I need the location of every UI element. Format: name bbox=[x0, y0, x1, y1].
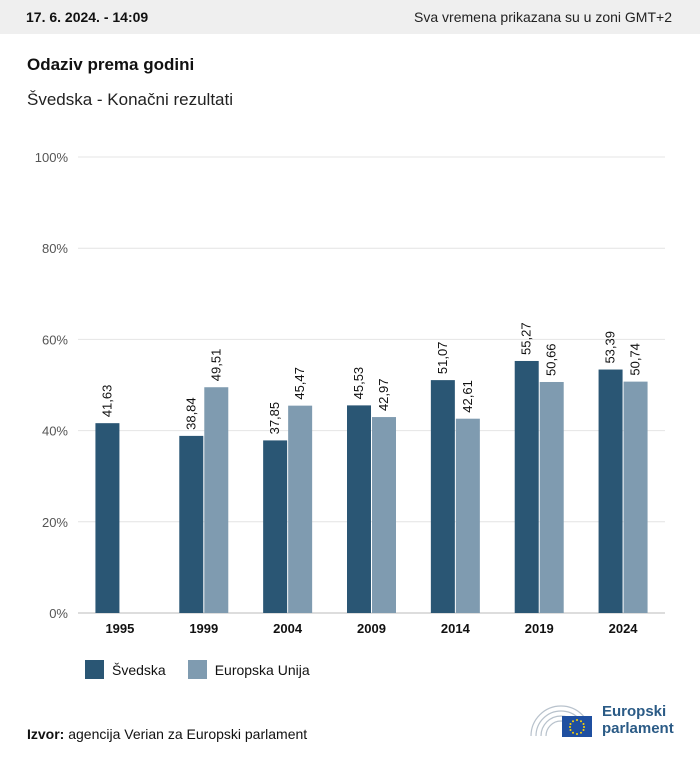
data-label: 37,85 bbox=[267, 402, 282, 435]
x-tick-label: 2009 bbox=[357, 621, 386, 636]
logo-line-2: parlament bbox=[602, 720, 674, 737]
data-label: 41,63 bbox=[99, 385, 114, 418]
parliament-hemicycle-icon bbox=[530, 705, 592, 737]
timezone-note: Sva vremena prikazana su u zoni GMT+2 bbox=[414, 9, 672, 25]
x-tick-label: 1999 bbox=[189, 621, 218, 636]
x-tick-label: 1995 bbox=[105, 621, 134, 636]
datetime: 17. 6. 2024. - 14:09 bbox=[26, 9, 149, 25]
x-tick-label: 2019 bbox=[525, 621, 554, 636]
data-label: 45,53 bbox=[351, 367, 366, 400]
bar-eu bbox=[539, 381, 564, 613]
source-label: Izvor: bbox=[27, 726, 65, 742]
data-label: 45,47 bbox=[292, 367, 307, 400]
top-bar: 17. 6. 2024. - 14:09 Sva vremena prikaza… bbox=[0, 0, 700, 34]
data-label: 55,27 bbox=[519, 322, 534, 355]
data-label: 49,51 bbox=[208, 349, 223, 382]
x-tick-label: 2004 bbox=[273, 621, 303, 636]
y-tick-label: 20% bbox=[42, 515, 68, 530]
source-note: Izvor: agencija Verian za Europski parla… bbox=[27, 726, 307, 742]
bar-eu bbox=[288, 405, 313, 613]
bar-eu bbox=[623, 381, 648, 613]
y-tick-label: 80% bbox=[42, 241, 68, 256]
y-tick-label: 60% bbox=[42, 332, 68, 347]
source-text: agencija Verian za Europski parlament bbox=[68, 726, 308, 742]
x-tick-label: 2024 bbox=[609, 621, 639, 636]
legend-label-eu: Europska Unija bbox=[214, 661, 310, 678]
bar-sweden bbox=[179, 435, 204, 613]
bar-sweden bbox=[598, 369, 623, 613]
x-tick-label: 2014 bbox=[441, 621, 471, 636]
logo-text: Europski parlament bbox=[602, 703, 674, 737]
legend-swatch-eu bbox=[187, 660, 207, 679]
data-label: 51,07 bbox=[435, 342, 450, 375]
bar-sweden bbox=[347, 405, 371, 613]
legend-label-sweden: Švedska bbox=[112, 661, 166, 678]
bar-eu bbox=[455, 418, 480, 613]
data-label: 38,84 bbox=[183, 397, 198, 430]
bar-sweden bbox=[430, 380, 455, 613]
legend-item-eu: Europska Unija bbox=[187, 660, 310, 679]
legend-item-sweden: Švedska bbox=[85, 660, 166, 679]
bar-sweden bbox=[95, 423, 120, 613]
logo-line-1: Europski bbox=[602, 703, 667, 720]
data-label: 53,39 bbox=[603, 331, 618, 364]
y-tick-label: 100% bbox=[35, 150, 69, 165]
bar-eu bbox=[372, 417, 396, 613]
chart-title: Odaziv prema godini bbox=[27, 55, 195, 74]
y-tick-label: 40% bbox=[42, 424, 68, 439]
data-label: 42,61 bbox=[460, 380, 475, 413]
bar-sweden bbox=[514, 360, 539, 613]
chart-subtitle: Švedska - Konačni rezultati bbox=[27, 90, 233, 109]
legend-swatch-sweden bbox=[85, 660, 104, 679]
y-tick-label: 0% bbox=[49, 606, 68, 621]
data-label: 50,74 bbox=[628, 343, 643, 376]
data-label: 50,66 bbox=[544, 343, 559, 376]
bar-sweden bbox=[263, 440, 288, 613]
bar-eu bbox=[204, 387, 229, 613]
european-parliament-logo: Europski parlament bbox=[528, 702, 674, 738]
data-label: 42,97 bbox=[376, 379, 391, 412]
legend: Švedska Europska Unija bbox=[85, 660, 310, 679]
turnout-bar-chart: 0% 20% 40% 60% 80% 100% 1995 41,63 1999 38,84 49,5… bbox=[35, 150, 665, 636]
